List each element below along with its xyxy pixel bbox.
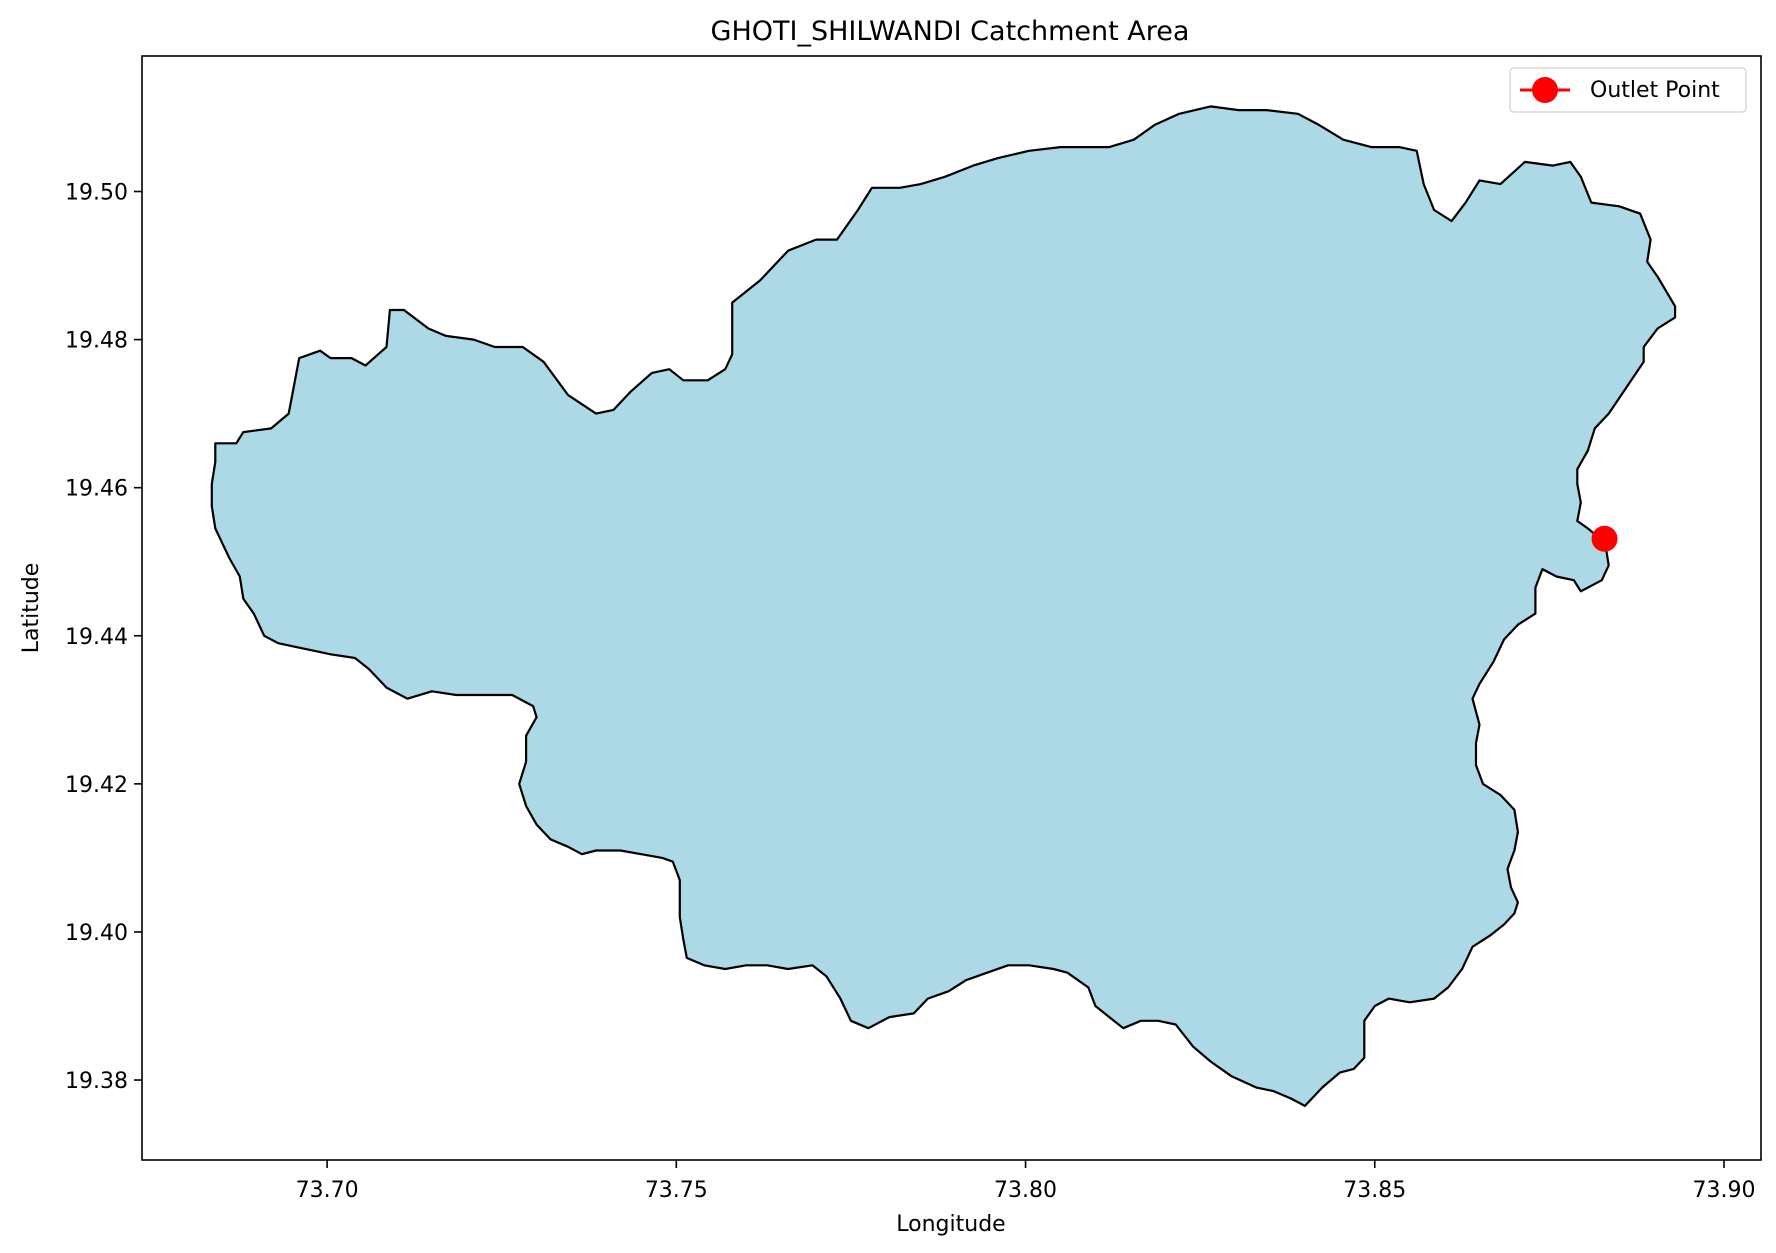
y-tick-label: 19.48 <box>65 329 128 354</box>
chart-title: GHOTI_SHILWANDI Catchment Area <box>711 16 1190 47</box>
y-tick-label: 19.40 <box>65 921 128 946</box>
legend-label: Outlet Point <box>1590 78 1720 103</box>
x-tick-label: 73.90 <box>1692 1178 1755 1203</box>
x-tick-label: 73.85 <box>1343 1178 1406 1203</box>
y-tick-label: 19.38 <box>65 1069 128 1094</box>
legend: Outlet Point <box>1509 67 1747 113</box>
x-axis: 73.70 73.75 73.80 73.85 73.90 <box>296 1160 1755 1203</box>
catchment-polygon <box>210 105 1677 1107</box>
y-tick-label: 19.46 <box>65 477 128 502</box>
legend-box <box>1509 67 1747 113</box>
x-axis-label: Longitude <box>896 1212 1005 1237</box>
x-tick-label: 73.80 <box>994 1178 1057 1203</box>
x-tick-label: 73.70 <box>296 1178 359 1203</box>
plot-area-frame <box>141 55 1762 1161</box>
y-axis: 19.38 19.40 19.42 19.44 19.46 19.48 19.50 <box>65 181 142 1094</box>
outlet-point-marker <box>1591 525 1618 552</box>
y-tick-label: 19.44 <box>65 625 128 650</box>
x-tick-label: 73.75 <box>645 1178 708 1203</box>
y-tick-label: 19.50 <box>65 181 128 206</box>
map-layer <box>210 105 1677 1107</box>
y-axis-label: Latitude <box>19 563 44 654</box>
legend-marker-icon <box>1532 77 1558 103</box>
y-tick-label: 19.42 <box>65 773 128 798</box>
